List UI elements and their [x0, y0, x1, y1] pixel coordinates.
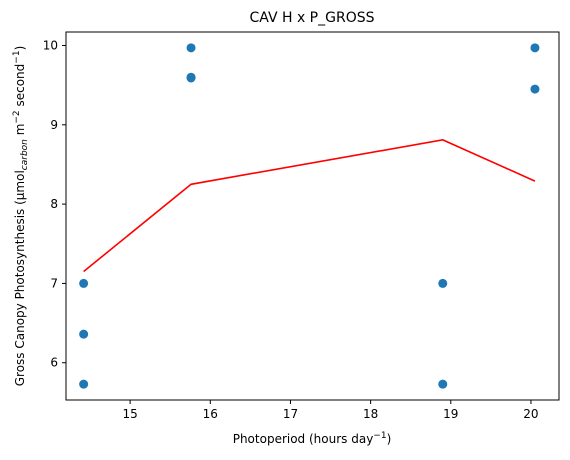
- plot-area: [79, 43, 540, 389]
- x-tick-label: 17: [283, 407, 298, 421]
- y-axis-label: Gross Canopy Photosynthesis (μmolcarbon …: [12, 46, 30, 387]
- scatter-point: [79, 329, 89, 339]
- scatter-point: [186, 43, 196, 53]
- y-tick-label: 6: [50, 356, 58, 370]
- trend-line: [83, 139, 536, 273]
- chart-title: CAV H x P_GROSS: [249, 10, 374, 26]
- scatter-point: [438, 379, 448, 389]
- x-tick-label: 15: [122, 407, 137, 421]
- x-axis-label: Photoperiod (hours day−1): [233, 431, 392, 446]
- x-tick-label: 18: [363, 407, 378, 421]
- y-tick-label: 7: [50, 276, 58, 290]
- scatter-point: [530, 43, 540, 53]
- scatter-point: [438, 278, 448, 288]
- scatter-point: [186, 72, 196, 82]
- x-tick-label: 20: [523, 407, 538, 421]
- scatter-point: [79, 379, 89, 389]
- x-tick-label: 16: [203, 407, 218, 421]
- plot-frame: [65, 31, 560, 401]
- scatter-point: [530, 84, 540, 94]
- y-tick-label: 8: [50, 197, 58, 211]
- y-tick-label: 10: [43, 38, 58, 52]
- y-tick-label: 9: [50, 118, 58, 132]
- scatter-point: [79, 278, 89, 288]
- x-tick-label: 19: [443, 407, 458, 421]
